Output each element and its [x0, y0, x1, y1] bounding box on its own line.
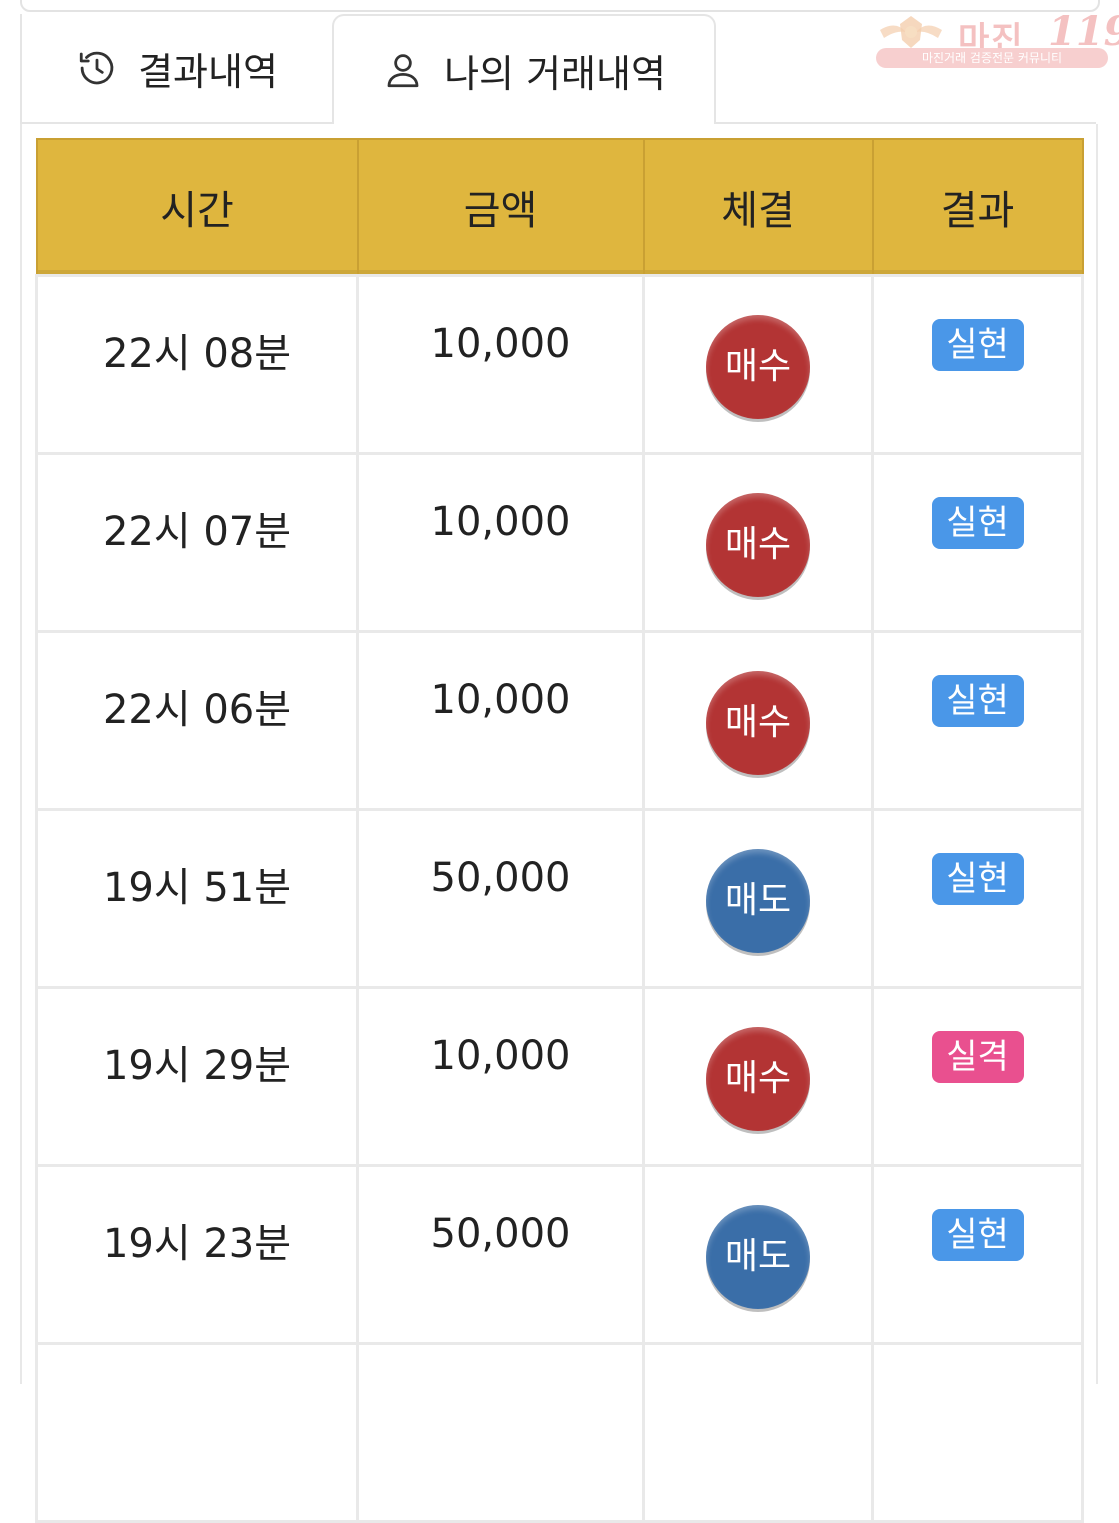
trade-history-panel	[20, 124, 1098, 1384]
sell-badge: 매도	[706, 1205, 810, 1309]
amount-text: 10,000	[430, 1033, 571, 1079]
watermark-number: 119	[1048, 8, 1119, 55]
time-text: 22시 07분	[102, 509, 292, 555]
trade-cell: 매수	[642, 452, 874, 633]
buy-badge: 매수	[706, 1027, 810, 1131]
time-cell: 19시 29분	[35, 986, 359, 1167]
time-text: 19시 29분	[102, 1043, 292, 1089]
history-icon	[79, 51, 114, 85]
trade-cell: 매도	[642, 1164, 874, 1345]
buy-badge: 매수	[706, 315, 810, 419]
watermark-subtitle: 마진거래 검증전문 커뮤니티	[876, 48, 1108, 68]
empty-cell	[356, 1342, 645, 1523]
tab-bar-divider	[716, 122, 1096, 124]
buy-badge: 매수	[706, 493, 810, 597]
amount-text: 10,000	[430, 499, 571, 545]
result-badge: 실현	[931, 319, 1024, 371]
time-text: 22시 08분	[102, 331, 292, 377]
amount-cell: 50,000	[356, 1164, 645, 1345]
buy-badge: 매수	[706, 671, 810, 775]
table-row: 19시 23분 50,000 매도 실현	[35, 1164, 1084, 1345]
table-row: 19시 51분 50,000 매도 실현	[35, 808, 1084, 989]
result-badge: 실격	[931, 1031, 1024, 1083]
result-cell: 실현	[871, 630, 1084, 811]
sell-badge: 매도	[706, 849, 810, 953]
result-cell: 실현	[871, 274, 1084, 455]
result-cell: 실격	[871, 986, 1084, 1167]
trade-cell: 매수	[642, 274, 874, 455]
amount-cell: 10,000	[356, 274, 645, 455]
tab-my-trades[interactable]: 나의 거래내역	[332, 14, 716, 124]
police-emblem-icon	[880, 16, 942, 48]
user-icon	[387, 54, 419, 88]
result-cell: 실현	[871, 1164, 1084, 1345]
top-card-edge	[20, 0, 1100, 12]
table-row: 22시 07분 10,000 매수 실현	[35, 452, 1084, 633]
site-watermark: 마진 119 마진거래 검증전문 커뮤니티	[876, 8, 1119, 68]
trade-cell: 매수	[642, 986, 874, 1167]
amount-cell: 10,000	[356, 986, 645, 1167]
tab-result-history-label: 결과내역	[138, 49, 278, 94]
time-cell: 22시 06분	[35, 630, 359, 811]
tab-my-trades-label: 나의 거래내역	[444, 51, 666, 96]
time-text: 19시 51분	[102, 865, 292, 911]
time-cell: 22시 08분	[35, 274, 359, 455]
column-header-result: 결과	[871, 138, 1084, 277]
result-badge: 실현	[931, 675, 1024, 727]
amount-cell: 50,000	[356, 808, 645, 989]
table-header-row: 시간 금액 체결 결과	[35, 138, 1084, 277]
time-cell: 22시 07분	[35, 452, 359, 633]
amount-text: 10,000	[430, 677, 571, 723]
table-row: 22시 08분 10,000 매수 실현	[35, 274, 1084, 455]
empty-cell	[871, 1342, 1084, 1523]
trade-cell: 매수	[642, 630, 874, 811]
column-header-amount: 금액	[356, 138, 645, 277]
column-header-trade: 체결	[642, 138, 874, 277]
table-row	[35, 1342, 1084, 1523]
result-cell: 실현	[871, 452, 1084, 633]
table-row: 22시 06분 10,000 매수 실현	[35, 630, 1084, 811]
tab-result-history[interactable]: 결과내역	[20, 14, 332, 124]
amount-text: 50,000	[430, 855, 571, 901]
trade-cell: 매도	[642, 808, 874, 989]
time-text: 22시 06분	[102, 687, 292, 733]
amount-cell: 10,000	[356, 630, 645, 811]
result-cell: 실현	[871, 808, 1084, 989]
table-row: 19시 29분 10,000 매수 실격	[35, 986, 1084, 1167]
result-badge: 실현	[931, 1209, 1024, 1261]
column-header-time: 시간	[35, 138, 359, 277]
time-cell: 19시 23분	[35, 1164, 359, 1345]
result-badge: 실현	[931, 497, 1024, 549]
tab-bar: 결과내역 나의 거래내역	[20, 14, 1098, 126]
amount-cell: 10,000	[356, 452, 645, 633]
empty-cell	[35, 1342, 359, 1523]
trade-history-table: 시간 금액 체결 결과 22시 08분 10,000 매수 실현 22시 07분…	[35, 138, 1084, 1523]
empty-cell	[642, 1342, 874, 1523]
amount-text: 10,000	[430, 321, 571, 367]
time-cell: 19시 51분	[35, 808, 359, 989]
result-badge: 실현	[931, 853, 1024, 905]
time-text: 19시 23분	[102, 1221, 292, 1267]
amount-text: 50,000	[430, 1211, 571, 1257]
